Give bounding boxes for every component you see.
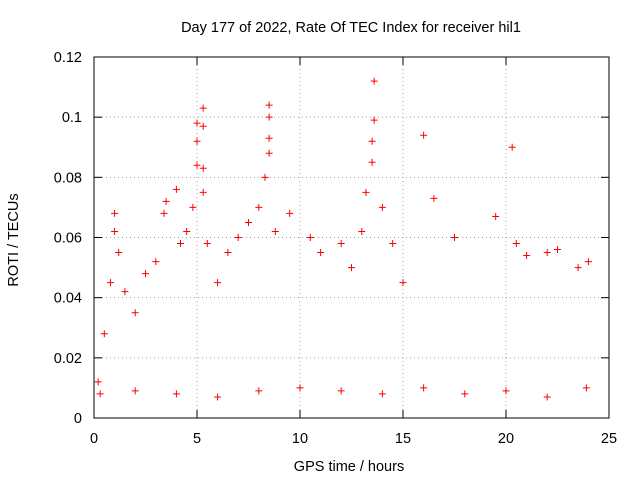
data-point — [111, 209, 119, 217]
data-point — [245, 218, 252, 226]
data-point — [461, 390, 469, 398]
data-point — [554, 246, 561, 254]
data-point — [502, 387, 510, 395]
x-tick-label: 15 — [395, 431, 411, 447]
data-point — [199, 188, 207, 196]
data-point — [286, 209, 294, 217]
data-point — [582, 384, 590, 392]
data-point — [214, 279, 222, 287]
data-point — [370, 77, 378, 85]
y-tick-label: 0.08 — [54, 170, 82, 186]
data-point — [142, 270, 149, 278]
data-point — [508, 143, 516, 151]
data-point — [199, 164, 207, 172]
data-point — [317, 249, 325, 257]
data-point — [193, 161, 201, 169]
x-tick-label: 25 — [601, 431, 617, 447]
data-point — [193, 137, 201, 145]
y-tick-label: 0.12 — [54, 50, 82, 66]
data-point — [362, 188, 370, 196]
data-point — [358, 227, 366, 235]
data-point — [255, 203, 263, 211]
chart-title: Day 177 of 2022, Rate Of TEC Index for r… — [181, 20, 521, 36]
data-point — [420, 131, 428, 139]
data-point — [265, 113, 273, 121]
data-point — [224, 249, 232, 257]
data-point — [584, 258, 592, 266]
data-point — [265, 101, 273, 109]
axis-ticks — [93, 56, 610, 419]
data-point — [199, 122, 207, 130]
data-point — [378, 390, 386, 398]
data-point — [451, 234, 458, 241]
data-point — [348, 264, 355, 272]
data-point — [574, 264, 582, 272]
data-point — [492, 212, 500, 220]
x-tick-label: 10 — [292, 431, 308, 447]
x-tick-label: 0 — [90, 431, 98, 447]
data-point — [296, 384, 304, 392]
data-point — [512, 240, 520, 248]
data-point — [121, 288, 129, 296]
data-point — [115, 249, 123, 257]
data-point — [199, 104, 207, 112]
x-tick-label: 20 — [498, 431, 514, 447]
tick-labels: 0 0.02 0.04 0.06 0.08 0.1 0.12 0 5 10 15 20 25 — [54, 50, 617, 447]
data-point — [389, 240, 397, 248]
data-point — [94, 378, 102, 386]
y-tick-label: 0 — [74, 411, 82, 427]
data-point — [523, 252, 531, 260]
data-point — [399, 279, 407, 287]
data-point — [368, 137, 376, 145]
data-point — [203, 240, 211, 248]
x-tick-label: 5 — [193, 431, 201, 447]
data-point — [111, 227, 119, 235]
data-point — [543, 249, 551, 257]
data-point — [131, 387, 139, 395]
data-point — [265, 149, 273, 157]
data-point — [172, 185, 180, 193]
data-point — [214, 393, 222, 401]
data-point — [306, 234, 314, 241]
data-point — [189, 203, 197, 211]
y-tick-label: 0.04 — [54, 291, 82, 307]
data-point — [177, 240, 185, 248]
data-point — [337, 240, 345, 248]
data-point — [234, 234, 242, 241]
data-point — [162, 197, 170, 205]
data-point — [96, 390, 104, 398]
y-tick-label: 0.1 — [62, 110, 82, 126]
data-point — [183, 227, 191, 235]
data-point — [368, 158, 376, 166]
data-point — [543, 393, 551, 401]
data-point — [430, 194, 438, 202]
data-point — [370, 116, 378, 124]
data-point — [255, 387, 263, 395]
y-axis-label: ROTI / TECUs — [6, 193, 22, 286]
data-point — [106, 279, 114, 287]
data-point — [265, 134, 273, 142]
data-points — [94, 77, 592, 401]
data-point — [172, 390, 180, 398]
x-axis-label: GPS time / hours — [294, 459, 404, 475]
data-point — [160, 209, 168, 217]
data-point — [337, 387, 345, 395]
data-point — [131, 309, 139, 317]
data-point — [193, 119, 201, 127]
y-tick-label: 0.02 — [54, 351, 82, 367]
data-point — [271, 227, 279, 235]
data-point — [420, 384, 428, 392]
grid-lines — [94, 57, 609, 418]
data-point — [261, 173, 269, 181]
data-point — [152, 258, 160, 266]
data-point — [100, 330, 108, 338]
data-point — [378, 203, 386, 211]
y-tick-label: 0.06 — [54, 231, 82, 247]
